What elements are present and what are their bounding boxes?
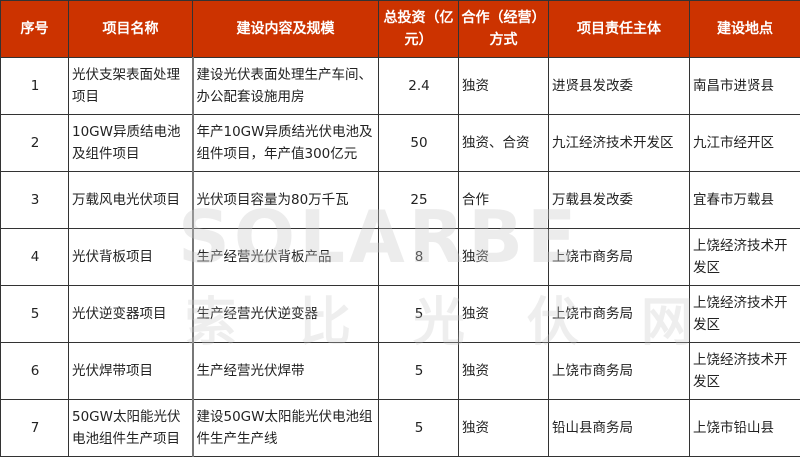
cell-index: 3 <box>0 171 69 229</box>
cell-responsible-party: 万载县发改委 <box>548 171 690 229</box>
cell-cooperation-mode: 独资 <box>458 342 549 400</box>
cell-cooperation-mode: 合作 <box>458 171 549 229</box>
cell-project-name: 50GW太阳能光伏电池组件生产项目 <box>68 399 193 457</box>
cell-cooperation-mode: 独资 <box>458 57 549 115</box>
cell-index: 6 <box>0 342 69 400</box>
cell-content-scale: 生产经营光伏焊带 <box>191 342 379 400</box>
cell-index: 4 <box>0 228 69 286</box>
cell-content-scale: 建设光伏表面处理生产车间、办公配套设施用房 <box>191 57 379 115</box>
table-row: 7 50GW太阳能光伏电池组件生产项目 建设50GW太阳能光伏电池组件生产生产线 5 独… <box>0 399 800 457</box>
cell-content-scale: 年产10GW异质结光伏电池及组件项目，年产值300亿元 <box>191 114 379 172</box>
column-header-investment: 总投资（亿元） <box>378 0 459 58</box>
cell-project-name: 光伏焊带项目 <box>68 342 193 400</box>
cell-index: 2 <box>0 114 69 172</box>
cell-project-name: 万载风电光伏项目 <box>68 171 193 229</box>
cell-content-scale: 光伏项目容量为80万千瓦 <box>191 171 379 229</box>
cell-location: 上饶经济技术开发区 <box>689 228 800 286</box>
cell-investment: 25 <box>378 171 459 229</box>
cell-investment: 2.4 <box>378 57 459 115</box>
cell-cooperation-mode: 独资 <box>458 399 549 457</box>
cell-investment: 5 <box>378 399 459 457</box>
column-header-index: 序号 <box>0 0 69 58</box>
cell-investment: 5 <box>378 285 459 343</box>
cell-location: 上饶市铅山县 <box>689 399 800 457</box>
cell-location: 九江市经开区 <box>689 114 800 172</box>
cell-project-name: 光伏逆变器项目 <box>68 285 193 343</box>
cell-index: 1 <box>0 57 69 115</box>
cell-project-name: 光伏背板项目 <box>68 228 193 286</box>
table-row: 2 10GW异质结电池及组件项目 年产10GW异质结光伏电池及组件项目，年产值300… <box>0 114 800 172</box>
cell-cooperation-mode: 独资 <box>458 285 549 343</box>
table-row: 5 光伏逆变器项目 生产经营光伏逆变器 5 独资 上饶市商务局 上饶经济技术开发区 <box>0 285 800 343</box>
cell-content-scale: 生产经营光伏背板产品 <box>191 228 379 286</box>
cell-responsible-party: 铅山县商务局 <box>548 399 690 457</box>
cell-location: 上饶经济技术开发区 <box>689 285 800 343</box>
cell-cooperation-mode: 独资、合资 <box>458 114 549 172</box>
column-header-project-name: 项目名称 <box>68 0 193 58</box>
cell-project-name: 光伏支架表面处理项目 <box>68 57 193 115</box>
cell-cooperation-mode: 独资 <box>458 228 549 286</box>
cell-content-scale: 建设50GW太阳能光伏电池组件生产生产线 <box>191 399 379 457</box>
cell-investment: 5 <box>378 342 459 400</box>
column-header-cooperation-mode: 合作（经营）方式 <box>458 0 549 58</box>
cell-location: 宜春市万载县 <box>689 171 800 229</box>
cell-investment: 50 <box>378 114 459 172</box>
cell-project-name: 10GW异质结电池及组件项目 <box>68 114 193 172</box>
cell-location: 南昌市进贤县 <box>689 57 800 115</box>
cell-responsible-party: 上饶市商务局 <box>548 285 690 343</box>
cell-investment: 8 <box>378 228 459 286</box>
cell-responsible-party: 九江经济技术开发区 <box>548 114 690 172</box>
column-header-responsible-party: 项目责任主体 <box>548 0 690 58</box>
header-row: 序号 项目名称 建设内容及规模 总投资（亿元） 合作（经营）方式 项目责任主体 建设地点 <box>0 0 800 58</box>
table-row: 1 光伏支架表面处理项目 建设光伏表面处理生产车间、办公配套设施用房 2.4 独资 进贤县… <box>0 57 800 115</box>
column-header-content-scale: 建设内容及规模 <box>192 0 379 58</box>
cell-content-scale: 生产经营光伏逆变器 <box>191 285 379 343</box>
table-row: 3 万载风电光伏项目 光伏项目容量为80万千瓦 25 合作 万载县发改委 宜春市万载县 <box>0 171 800 229</box>
table-row: 6 光伏焊带项目 生产经营光伏焊带 5 独资 上饶市商务局 上饶经济技术开发区 <box>0 342 800 400</box>
column-header-location: 建设地点 <box>689 0 800 58</box>
table-row: 4 光伏背板项目 生产经营光伏背板产品 8 独资 上饶市商务局 上饶经济技术开发区 <box>0 228 800 286</box>
cell-index: 7 <box>0 399 69 457</box>
cell-responsible-party: 进贤县发改委 <box>548 57 690 115</box>
cell-index: 5 <box>0 285 69 343</box>
cell-responsible-party: 上饶市商务局 <box>548 342 690 400</box>
cell-responsible-party: 上饶市商务局 <box>548 228 690 286</box>
cell-location: 上饶经济技术开发区 <box>689 342 800 400</box>
